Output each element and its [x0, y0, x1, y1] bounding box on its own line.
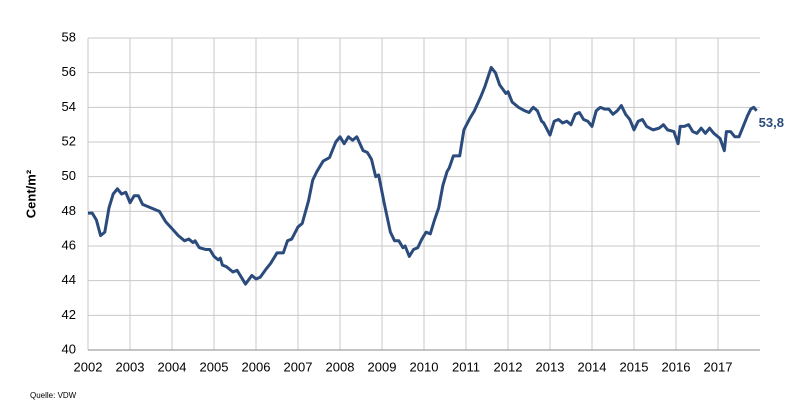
y-tick-label: 44: [62, 272, 76, 287]
x-tick-label: 2011: [452, 359, 480, 374]
x-tick-label: 2007: [284, 359, 313, 374]
x-tick-label: 2017: [704, 359, 733, 374]
value-label: 53,8: [759, 115, 784, 130]
y-tick-label: 58: [62, 29, 76, 44]
x-tick-label: 2013: [536, 359, 565, 374]
x-tick-label: 2002: [74, 359, 103, 374]
x-tick-label: 2003: [116, 359, 145, 374]
y-tick-label: 46: [62, 237, 76, 252]
source-note: Quelle: VDW: [30, 391, 77, 400]
x-tick-label: 2009: [368, 359, 397, 374]
y-tick-label: 42: [62, 307, 76, 322]
y-tick-label: 40: [62, 341, 76, 356]
data-line: [88, 65, 758, 286]
x-tick-label: 2010: [410, 359, 439, 374]
y-tick-label: 52: [62, 133, 76, 148]
x-tick-label: 2012: [494, 359, 523, 374]
y-tick-label: 50: [62, 168, 76, 183]
x-tick-label: 2008: [326, 359, 355, 374]
x-tick-label: 2006: [242, 359, 271, 374]
x-tick-label: 2014: [578, 359, 607, 374]
x-tick-label: 2016: [662, 359, 691, 374]
x-tick-label: 2004: [158, 359, 187, 374]
x-tick-label: 2005: [200, 359, 229, 374]
y-tick-label: 48: [62, 203, 76, 218]
y-tick-label: 54: [62, 99, 76, 114]
y-tick-label: 56: [62, 64, 76, 79]
y-axis-label: Cent/m²: [23, 169, 38, 218]
x-tick-label: 2015: [620, 359, 649, 374]
